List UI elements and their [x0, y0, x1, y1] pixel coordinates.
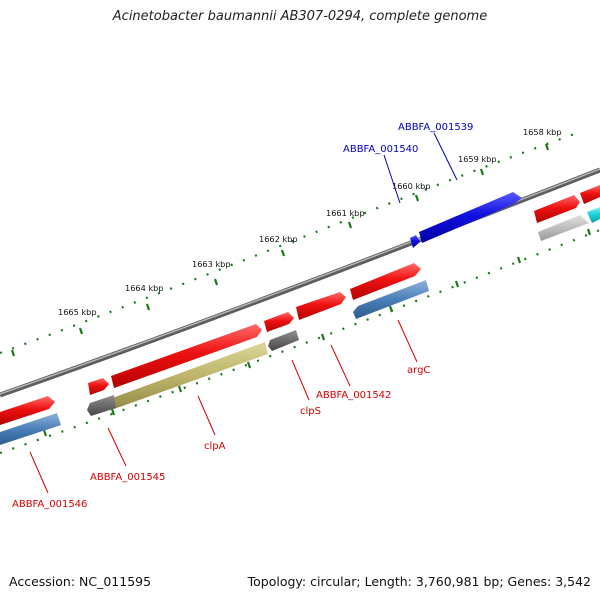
tick-label: 1661 kbp — [326, 208, 365, 218]
tick-label: 1660 kbp — [392, 181, 431, 191]
leader-line — [197, 395, 216, 436]
leader-line — [397, 319, 418, 363]
tick-mark — [10, 349, 16, 357]
tick-mark — [479, 168, 485, 176]
leader-line — [29, 451, 49, 494]
leader-line — [433, 132, 458, 181]
tick-mark — [347, 221, 353, 229]
tick-mark — [42, 429, 48, 437]
gene-label[interactable]: ABBFA_001545 — [90, 472, 165, 483]
gene-label[interactable]: ABBFA_001540 — [343, 144, 418, 155]
gene-label[interactable]: clpS — [300, 406, 321, 417]
gene-label[interactable]: argC — [407, 365, 430, 376]
tick-label: 1663 kbp — [192, 259, 231, 269]
map-title: Acinetobacter baumannii AB307-0294, comp… — [112, 9, 488, 24]
tick-label: 1665 kbp — [58, 307, 97, 317]
tick-mark — [414, 194, 420, 202]
gene-arrow[interactable] — [587, 207, 600, 223]
tick-mark — [246, 361, 252, 369]
tick-mark — [213, 278, 219, 286]
gene-arrow[interactable] — [580, 185, 600, 204]
tick-label: 1658 kbp — [523, 127, 562, 137]
gene-arrow[interactable] — [410, 235, 420, 248]
gene-arrow[interactable] — [264, 312, 294, 332]
gene-arrow[interactable] — [87, 395, 116, 416]
tick-mark — [516, 256, 522, 264]
gene-label[interactable]: ABBFA_001542 — [316, 390, 391, 401]
tick-label: 1659 kbp — [458, 154, 497, 164]
gene-arrow[interactable] — [111, 342, 268, 409]
gene-arrow[interactable] — [534, 195, 580, 223]
gene-arrow[interactable] — [350, 263, 421, 300]
accession-text: Accession: NC_011595 — [9, 574, 152, 589]
inner-tick-ring — [0, 228, 600, 455]
tick-mark — [177, 385, 183, 393]
tick-mark — [454, 280, 460, 288]
leader-line — [330, 344, 351, 387]
outer-tick-ring — [0, 130, 581, 355]
gene-arrow[interactable] — [419, 192, 522, 243]
tick-mark — [145, 303, 151, 311]
gene-arrow[interactable] — [538, 215, 589, 241]
genome-backbone — [0, 167, 600, 398]
tick-mark — [78, 327, 84, 335]
tick-mark — [110, 408, 116, 416]
gene-arrow[interactable] — [296, 292, 346, 320]
tick-label: 1664 kbp — [125, 283, 164, 293]
tick-label: 1662 kbp — [259, 234, 298, 244]
gene-arrow[interactable] — [111, 324, 262, 388]
outer-major-ticks — [10, 143, 550, 357]
tick-mark — [280, 249, 286, 257]
tick-mark — [586, 228, 592, 236]
gene-label[interactable]: ABBFA_001546 — [12, 499, 87, 510]
tick-mark — [388, 305, 394, 313]
gene-arrow[interactable] — [353, 280, 429, 319]
gene-arrow[interactable] — [268, 330, 299, 351]
tick-mark — [320, 333, 326, 341]
leader-line — [107, 427, 127, 467]
gene-label[interactable]: clpA — [204, 441, 226, 452]
leader-line — [383, 154, 401, 204]
inner-major-ticks — [42, 228, 592, 437]
gene-arrow[interactable] — [0, 396, 55, 425]
gene-label[interactable]: ABBFA_001539 — [398, 122, 473, 133]
tick-mark — [544, 143, 550, 151]
gene-arrow[interactable] — [0, 413, 61, 445]
leader-line — [291, 359, 310, 401]
gene-arrow[interactable] — [88, 378, 109, 395]
genome-stats-text: Topology: circular; Length: 3,760,981 bp… — [247, 574, 591, 589]
